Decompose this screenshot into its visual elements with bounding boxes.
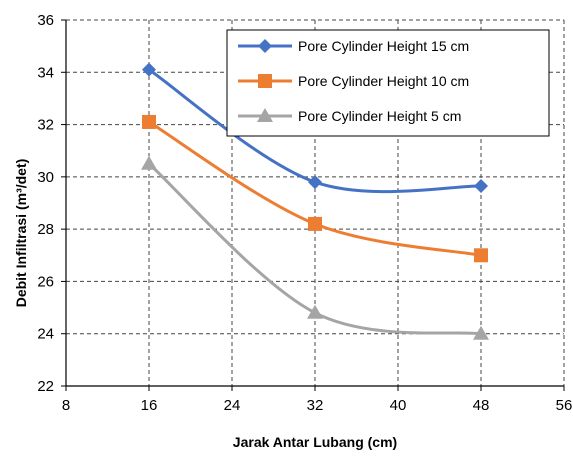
- legend-box: [226, 29, 550, 137]
- legend-marker-3: [257, 108, 273, 122]
- legend: Pore Cylinder Height 15 cm Pore Cylinder …: [226, 29, 550, 137]
- data-point: [308, 216, 322, 231]
- data-point: [308, 175, 322, 190]
- y-tick-label: 26: [37, 273, 54, 290]
- y-tick-label: 24: [37, 326, 54, 343]
- axes: [61, 19, 565, 391]
- y-tick-label: 36: [37, 12, 54, 29]
- y-axis-title: Debit Infiltrasi (m³/det): [13, 159, 29, 308]
- x-tick-label: 32: [307, 397, 324, 414]
- legend-label-1: Pore Cylinder Height 15 cm: [298, 38, 469, 54]
- data-point: [474, 179, 488, 194]
- y-tick-label: 30: [37, 169, 54, 186]
- x-tick-label: 48: [473, 397, 490, 414]
- x-tick-label: 40: [390, 397, 407, 414]
- y-tick-label: 28: [37, 221, 54, 238]
- x-tick-label: 8: [62, 397, 70, 414]
- data-point: [474, 248, 488, 263]
- data-point: [473, 325, 489, 340]
- series-layer: [141, 62, 489, 340]
- data-point: [142, 114, 156, 129]
- legend-marker-2: [258, 74, 272, 88]
- tick-labels: 8 16 24 32 40 48 56 22 24 26 28 30 32 34 36: [37, 12, 572, 414]
- legend-label-3: Pore Cylinder Height 5 cm: [298, 108, 461, 124]
- data-point: [142, 62, 156, 77]
- x-tick-label: 16: [141, 397, 158, 414]
- y-tick-label: 34: [37, 64, 54, 81]
- x-tick-label: 56: [556, 397, 573, 414]
- legend-label-2: Pore Cylinder Height 10 cm: [298, 73, 469, 89]
- data-point: [307, 304, 323, 319]
- y-tick-label: 32: [37, 117, 54, 134]
- x-tick-label: 24: [224, 397, 241, 414]
- legend-marker-1: [258, 39, 272, 53]
- x-axis-title: Jarak Antar Lubang (cm): [233, 434, 397, 450]
- y-tick-label: 22: [37, 378, 54, 395]
- data-point: [141, 155, 157, 170]
